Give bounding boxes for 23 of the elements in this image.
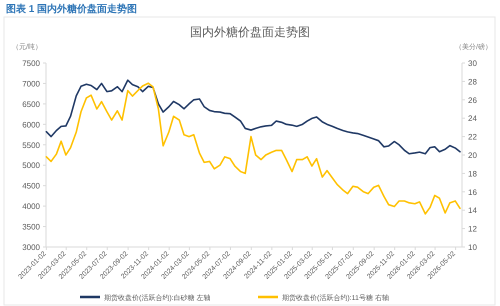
y2-tick-label: 18	[468, 169, 478, 178]
y2-tick-label: 30	[468, 59, 478, 68]
y2-tick-label: 26	[468, 96, 478, 105]
y-tick-label: 4500	[22, 182, 41, 191]
y2-tick-label: 12	[468, 224, 478, 234]
y-tick-label: 3000	[22, 243, 41, 252]
y2-tick-label: 22	[468, 132, 478, 142]
y-tick-label: 7000	[22, 79, 41, 88]
y-tick-label: 3500	[22, 222, 41, 232]
y-tick-label: 5500	[22, 140, 41, 150]
y2-tick-label: 10	[468, 243, 478, 252]
y-tick-label: 7500	[22, 59, 41, 68]
y2-tick-label: 20	[468, 151, 478, 160]
y-tick-label: 6000	[22, 120, 41, 130]
text: 图表 1 国内外糖价盘面走势图	[6, 3, 138, 15]
y-tick-label: 4000	[22, 202, 41, 212]
y2-tick-label: 24	[468, 114, 478, 124]
y2-tick-label: 28	[468, 77, 478, 86]
y2-tick-label: 14	[468, 206, 478, 216]
y-tick-label: 6500	[22, 100, 41, 109]
y2-tick-label: 16	[468, 188, 478, 197]
y-tick-label: 5000	[22, 161, 41, 170]
chart-title: 国内外糖价盘面走势图	[190, 25, 310, 39]
